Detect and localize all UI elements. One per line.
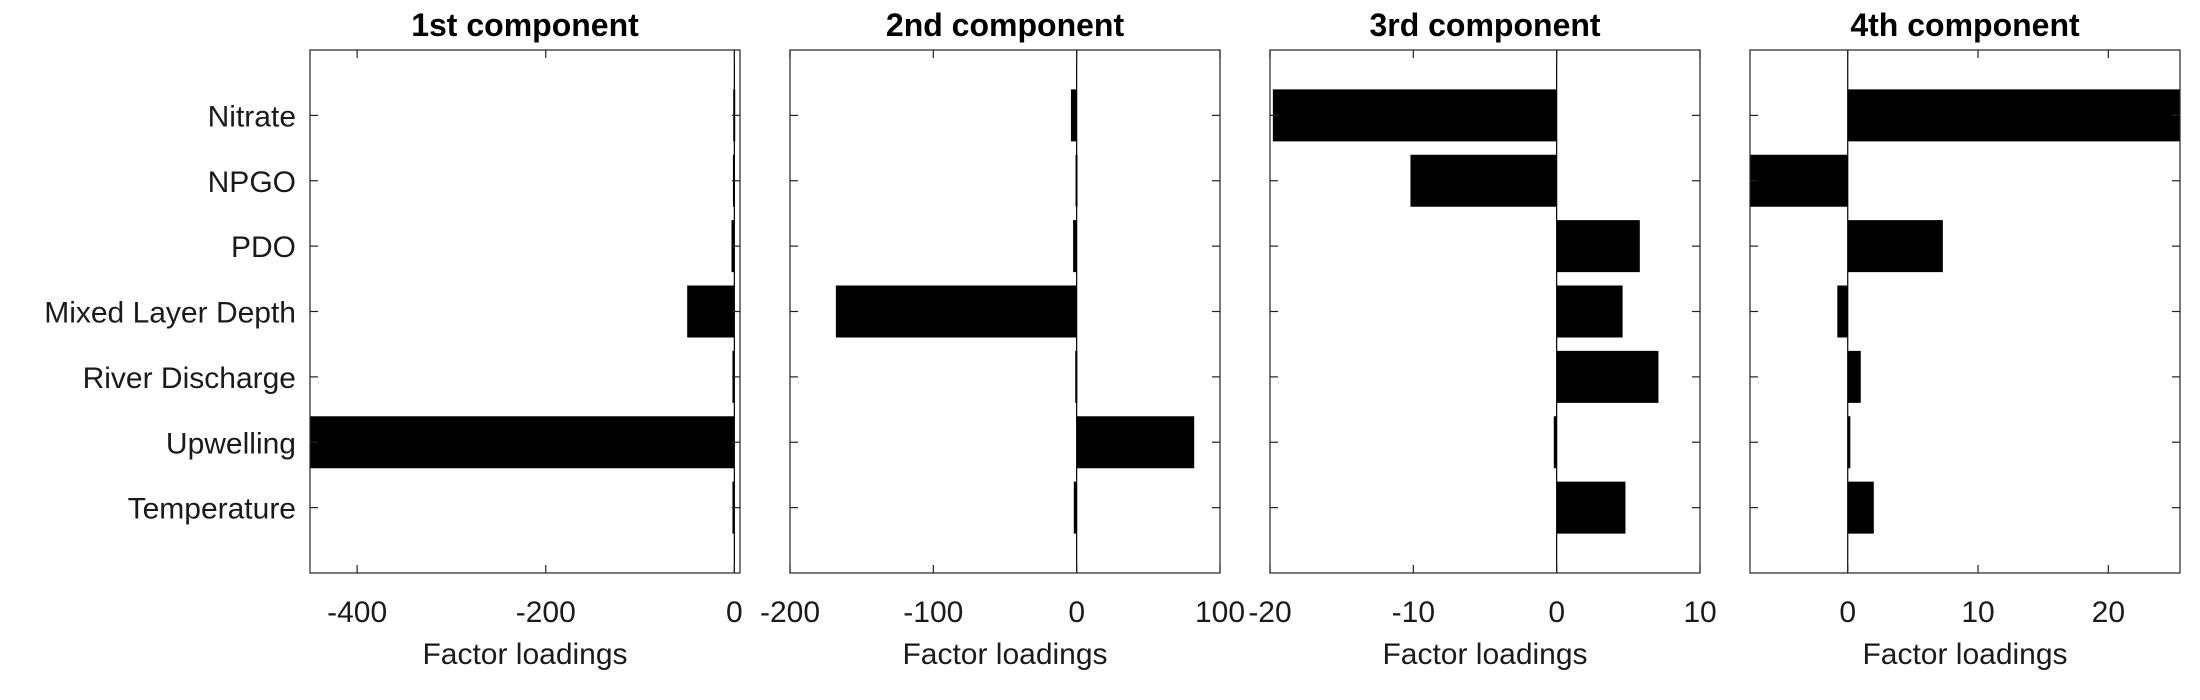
x-tick-label: -20 [1248, 596, 1291, 629]
bar-npgo [1410, 154, 1557, 207]
x-tick-label: 10 [1683, 596, 1716, 629]
panel-4: 4th component 0 10 20 Factor loadings [1749, 7, 2181, 671]
category-label: Mixed Layer Depth [44, 297, 296, 330]
panel-2: 2nd component -200 -100 0 100 Factor loadings [760, 7, 1245, 671]
category-label: PDO [231, 231, 296, 264]
category-label: River Discharge [83, 362, 296, 395]
x-tick-label: 0 [1548, 596, 1565, 629]
bar-nitrate [1070, 89, 1077, 142]
x-tick-label: -400 [327, 596, 387, 629]
panel-3: 3rd component -20 -10 0 10 Factor loadings [1248, 7, 1716, 671]
x-axis-label: Factor loadings [422, 638, 627, 671]
bar-temperature [1556, 481, 1626, 534]
panel-1: 1st component Nitrate NPGO PDO Mixed Layer D… [44, 7, 742, 671]
axes-frame [309, 49, 741, 574]
category-label: Upwelling [166, 427, 296, 460]
panel-title: 2nd component [886, 7, 1125, 43]
bar-pdo [1073, 220, 1077, 273]
bar-mixed-layer-depth [687, 285, 735, 338]
panel-title: 4th component [1850, 7, 2080, 43]
bar-pdo [1847, 220, 1943, 273]
bar-temperature [1847, 481, 1874, 534]
x-tick-label: 100 [1195, 596, 1245, 629]
x-tick-label: 0 [1839, 596, 1856, 629]
bar-river-discharge [1556, 350, 1659, 403]
bar-pdo [1556, 220, 1640, 273]
panel-title: 1st component [411, 7, 639, 43]
category-label: Temperature [128, 493, 296, 526]
x-tick-label: -100 [903, 596, 963, 629]
category-label: Nitrate [208, 100, 296, 133]
bar-upwelling [1847, 416, 1851, 469]
bar-upwelling [310, 416, 735, 469]
x-axis-label: Factor loadings [1862, 638, 2067, 671]
bar-npgo [1750, 154, 1848, 207]
x-tick-label: 10 [1961, 596, 1994, 629]
bar-upwelling [1553, 416, 1557, 469]
bar-temperature [1073, 481, 1077, 534]
bar-mixed-layer-depth [1556, 285, 1623, 338]
bar-upwelling [1076, 416, 1195, 469]
bar-mixed-layer-depth [1837, 285, 1848, 338]
x-axis-label: Factor loadings [1382, 638, 1587, 671]
x-tick-label: -200 [516, 596, 576, 629]
x-tick-label: 0 [1068, 596, 1085, 629]
x-tick-label: -200 [760, 596, 820, 629]
bar-nitrate [1272, 89, 1557, 142]
category-label: NPGO [208, 166, 296, 199]
bar-mixed-layer-depth [835, 285, 1077, 338]
x-tick-label: -10 [1392, 596, 1435, 629]
bar-nitrate [1847, 89, 2180, 142]
x-tick-label: 20 [2092, 596, 2125, 629]
bar-river-discharge [1847, 350, 1861, 403]
x-tick-label: 0 [726, 596, 743, 629]
panel-title: 3rd component [1369, 7, 1600, 43]
x-axis-label: Factor loadings [902, 638, 1107, 671]
